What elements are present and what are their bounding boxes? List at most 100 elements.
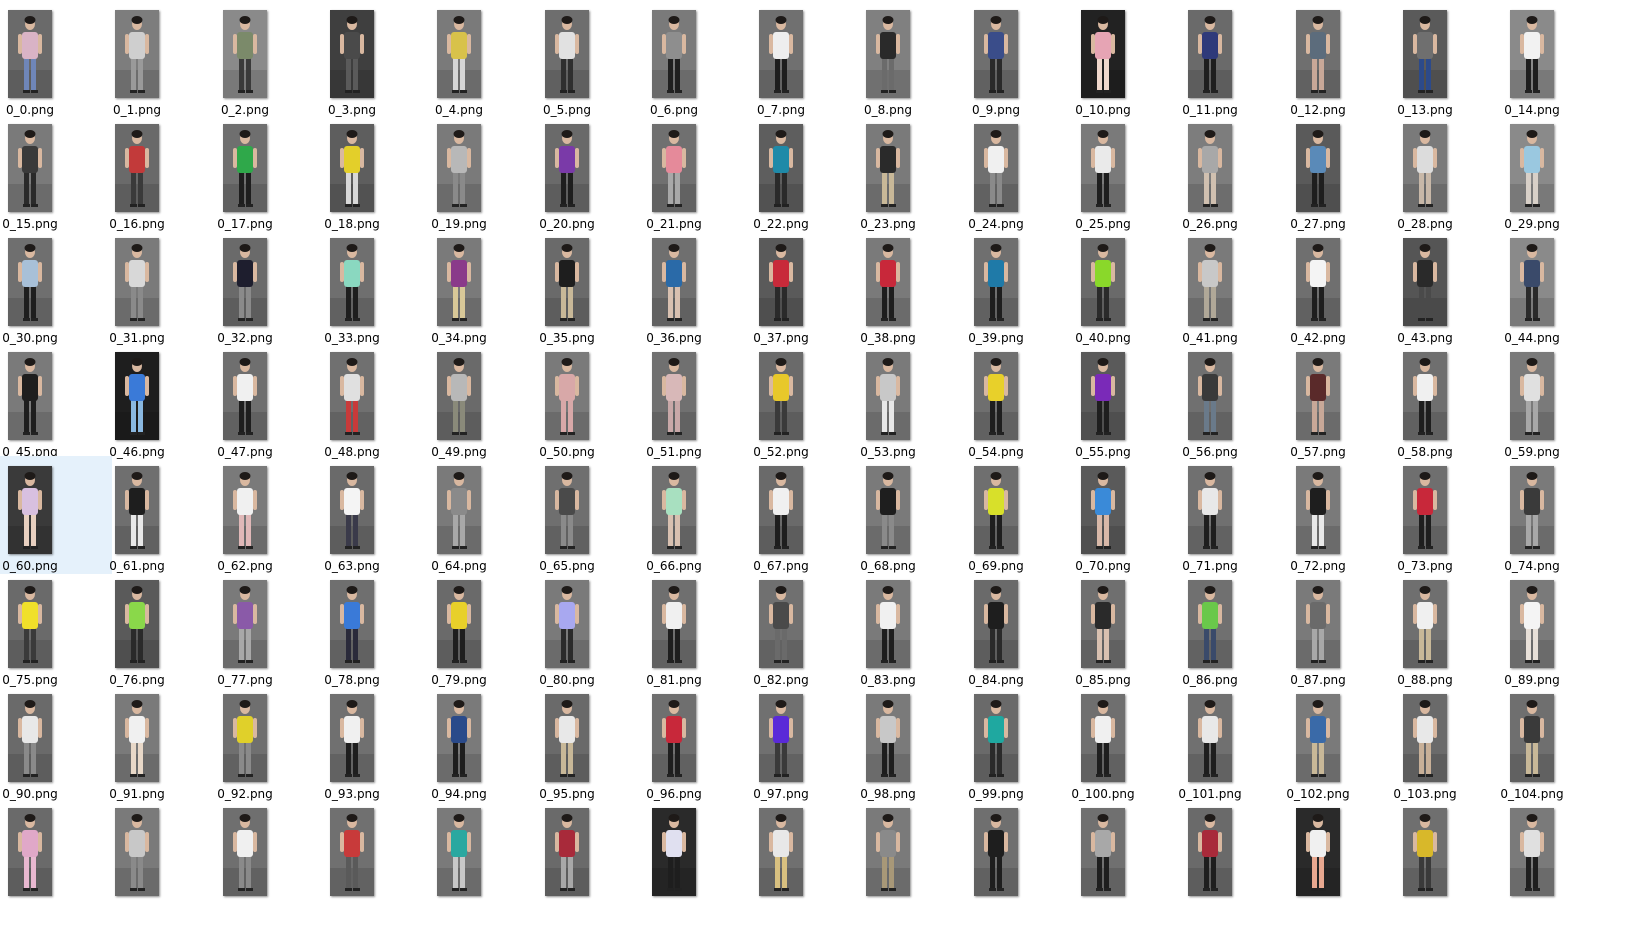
file-item[interactable]: 0_96.png — [622, 684, 734, 802]
file-item[interactable]: 0_29.png — [1480, 114, 1592, 232]
file-item[interactable]: 0_62.png — [193, 456, 305, 574]
file-item[interactable]: 0_34.png — [407, 228, 519, 346]
file-item[interactable]: 0_104.png — [1480, 684, 1592, 802]
file-item[interactable]: 0_80.png — [515, 570, 627, 688]
file-item[interactable]: 0_46.png — [85, 342, 197, 460]
file-item[interactable] — [1266, 798, 1378, 916]
file-item[interactable]: 0_38.png — [836, 228, 948, 346]
file-item[interactable]: 0_73.png — [1373, 456, 1485, 574]
file-item[interactable] — [85, 798, 197, 916]
file-item[interactable]: 0_4.png — [407, 0, 519, 118]
file-item[interactable]: 0_69.png — [944, 456, 1056, 574]
file-item[interactable]: 0_31.png — [85, 228, 197, 346]
file-item[interactable]: 0_42.png — [1266, 228, 1378, 346]
file-item[interactable]: 0_20.png — [515, 114, 627, 232]
file-item[interactable]: 0_41.png — [1158, 228, 1270, 346]
file-item[interactable]: 0_67.png — [729, 456, 841, 574]
file-item[interactable]: 0_83.png — [836, 570, 948, 688]
file-item[interactable] — [836, 798, 948, 916]
file-item[interactable]: 0_26.png — [1158, 114, 1270, 232]
file-item[interactable]: 0_21.png — [622, 114, 734, 232]
file-item[interactable] — [1373, 798, 1485, 916]
file-item[interactable]: 0_64.png — [407, 456, 519, 574]
file-item[interactable] — [407, 798, 519, 916]
file-item[interactable] — [193, 798, 305, 916]
file-item[interactable]: 0_45.png — [0, 342, 112, 460]
file-item[interactable] — [622, 798, 734, 916]
file-item[interactable]: 0_92.png — [193, 684, 305, 802]
file-item[interactable]: 0_10.png — [1051, 0, 1163, 118]
file-item[interactable]: 0_82.png — [729, 570, 841, 688]
file-item[interactable]: 0_53.png — [836, 342, 948, 460]
file-item[interactable]: 0_33.png — [300, 228, 412, 346]
file-item[interactable]: 0_63.png — [300, 456, 412, 574]
file-item[interactable]: 0_3.png — [300, 0, 412, 118]
file-item[interactable]: 0_47.png — [193, 342, 305, 460]
file-item[interactable]: 0_17.png — [193, 114, 305, 232]
file-item[interactable]: 0_87.png — [1266, 570, 1378, 688]
file-item[interactable]: 0_22.png — [729, 114, 841, 232]
file-item[interactable]: 0_81.png — [622, 570, 734, 688]
file-item[interactable]: 0_1.png — [85, 0, 197, 118]
file-item[interactable]: 0_27.png — [1266, 114, 1378, 232]
file-item[interactable]: 0_6.png — [622, 0, 734, 118]
file-item[interactable] — [0, 798, 112, 916]
file-item[interactable]: 0_86.png — [1158, 570, 1270, 688]
file-item[interactable]: 0_11.png — [1158, 0, 1270, 118]
file-item[interactable]: 0_103.png — [1373, 684, 1485, 802]
file-item[interactable]: 0_13.png — [1373, 0, 1485, 118]
file-item[interactable]: 0_19.png — [407, 114, 519, 232]
file-item[interactable]: 0_57.png — [1266, 342, 1378, 460]
file-item[interactable]: 0_70.png — [1051, 456, 1163, 574]
file-item[interactable] — [300, 798, 412, 916]
file-item[interactable]: 0_68.png — [836, 456, 948, 574]
file-item[interactable]: 0_97.png — [729, 684, 841, 802]
file-item[interactable]: 0_37.png — [729, 228, 841, 346]
file-item[interactable]: 0_48.png — [300, 342, 412, 460]
file-item[interactable]: 0_52.png — [729, 342, 841, 460]
file-item[interactable]: 0_8.png — [836, 0, 948, 118]
file-item[interactable]: 0_78.png — [300, 570, 412, 688]
file-item[interactable]: 0_25.png — [1051, 114, 1163, 232]
file-item[interactable]: 0_18.png — [300, 114, 412, 232]
file-item[interactable] — [1158, 798, 1270, 916]
file-item[interactable]: 0_84.png — [944, 570, 1056, 688]
file-item[interactable]: 0_102.png — [1266, 684, 1378, 802]
file-item[interactable]: 0_24.png — [944, 114, 1056, 232]
file-item[interactable]: 0_35.png — [515, 228, 627, 346]
file-item[interactable]: 0_66.png — [622, 456, 734, 574]
file-item[interactable]: 0_93.png — [300, 684, 412, 802]
file-item[interactable]: 0_9.png — [944, 0, 1056, 118]
file-item[interactable]: 0_85.png — [1051, 570, 1163, 688]
file-item[interactable]: 0_72.png — [1266, 456, 1378, 574]
file-item[interactable]: 0_44.png — [1480, 228, 1592, 346]
file-item[interactable]: 0_7.png — [729, 0, 841, 118]
file-item[interactable]: 0_77.png — [193, 570, 305, 688]
file-item[interactable]: 0_91.png — [85, 684, 197, 802]
file-item[interactable]: 0_55.png — [1051, 342, 1163, 460]
file-item[interactable]: 0_56.png — [1158, 342, 1270, 460]
file-item[interactable]: 0_100.png — [1051, 684, 1163, 802]
file-item[interactable]: 0_98.png — [836, 684, 948, 802]
file-item[interactable]: 0_54.png — [944, 342, 1056, 460]
file-item[interactable]: 0_76.png — [85, 570, 197, 688]
file-item[interactable]: 0_15.png — [0, 114, 112, 232]
file-item[interactable]: 0_65.png — [515, 456, 627, 574]
file-item[interactable] — [1480, 798, 1592, 916]
file-item[interactable]: 0_51.png — [622, 342, 734, 460]
file-item[interactable]: 0_89.png — [1480, 570, 1592, 688]
file-item[interactable] — [944, 798, 1056, 916]
file-item[interactable]: 0_14.png — [1480, 0, 1592, 118]
file-item[interactable]: 0_58.png — [1373, 342, 1485, 460]
file-item[interactable]: 0_99.png — [944, 684, 1056, 802]
file-item[interactable]: 0_95.png — [515, 684, 627, 802]
file-item[interactable] — [515, 798, 627, 916]
file-item[interactable]: 0_74.png — [1480, 456, 1592, 574]
file-item[interactable]: 0_32.png — [193, 228, 305, 346]
file-item[interactable]: 0_61.png — [85, 456, 197, 574]
file-item[interactable]: 0_79.png — [407, 570, 519, 688]
file-item[interactable]: 0_50.png — [515, 342, 627, 460]
file-item[interactable]: 0_75.png — [0, 570, 112, 688]
file-item[interactable] — [729, 798, 841, 916]
file-item[interactable]: 0_90.png — [0, 684, 112, 802]
